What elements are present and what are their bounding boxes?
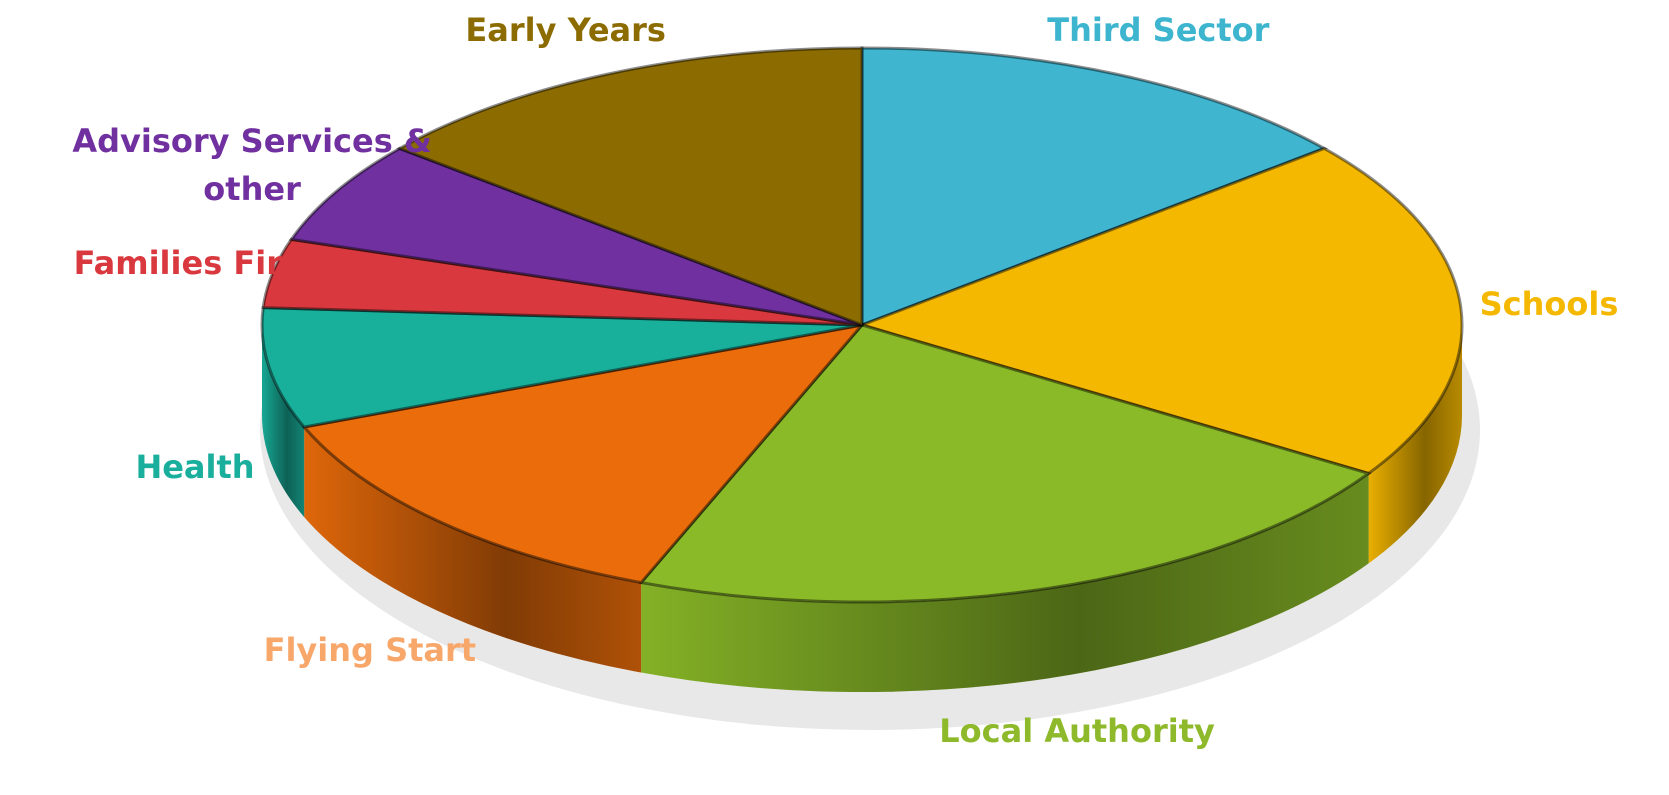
slice xyxy=(860,46,1328,328)
slice-label: Local Authority xyxy=(939,712,1215,751)
slice xyxy=(261,237,863,327)
slice xyxy=(301,322,866,585)
slice xyxy=(857,146,1464,476)
slice-label: Schools xyxy=(1479,285,1619,324)
slice-side-shade xyxy=(641,473,1369,692)
slice-label: Third Sector xyxy=(1047,11,1270,49)
slice-label: Families First xyxy=(73,243,317,282)
slice-side-shade xyxy=(1368,325,1462,564)
slice xyxy=(260,306,863,429)
slice-label: Early Years xyxy=(465,11,666,49)
slice-side-shade xyxy=(262,325,305,517)
slice-label: Health xyxy=(135,447,255,486)
slice xyxy=(396,46,864,328)
slice-side-shade xyxy=(304,426,642,673)
slice-label: Flying Start xyxy=(263,631,477,670)
slice xyxy=(288,146,863,327)
slice-label: Advisory Services & other xyxy=(72,121,432,208)
slice xyxy=(638,323,1372,604)
